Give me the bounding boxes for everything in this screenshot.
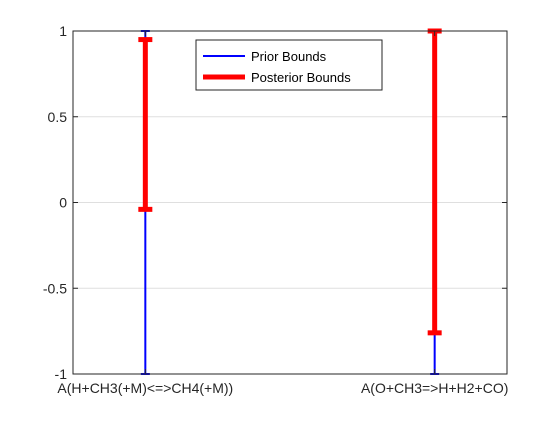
y-tick-label: -1 [55, 366, 68, 382]
data-layer [138, 28, 442, 375]
y-tick-label: 0.5 [48, 109, 68, 125]
legend-box [195, 39, 383, 91]
axes-layer: -1 -0.5 0 0.5 1 A(H+CH3(+M)<=>CH4(+M)) A(O+CH3… [43, 23, 509, 396]
legend-label-posterior: Posterior Bounds [251, 70, 351, 85]
y-tick-label: 1 [59, 23, 67, 39]
legend: Prior Bounds Posterior Bounds [195, 39, 383, 91]
y-tick-label: 0 [59, 195, 67, 211]
x-tick-label: A(O+CH3=>H+H2+CO) [361, 380, 508, 396]
legend-label-prior: Prior Bounds [251, 49, 327, 64]
y-tick-label: -0.5 [43, 280, 67, 296]
x-tick-label: A(H+CH3(+M)<=>CH4(+M)) [57, 380, 233, 396]
